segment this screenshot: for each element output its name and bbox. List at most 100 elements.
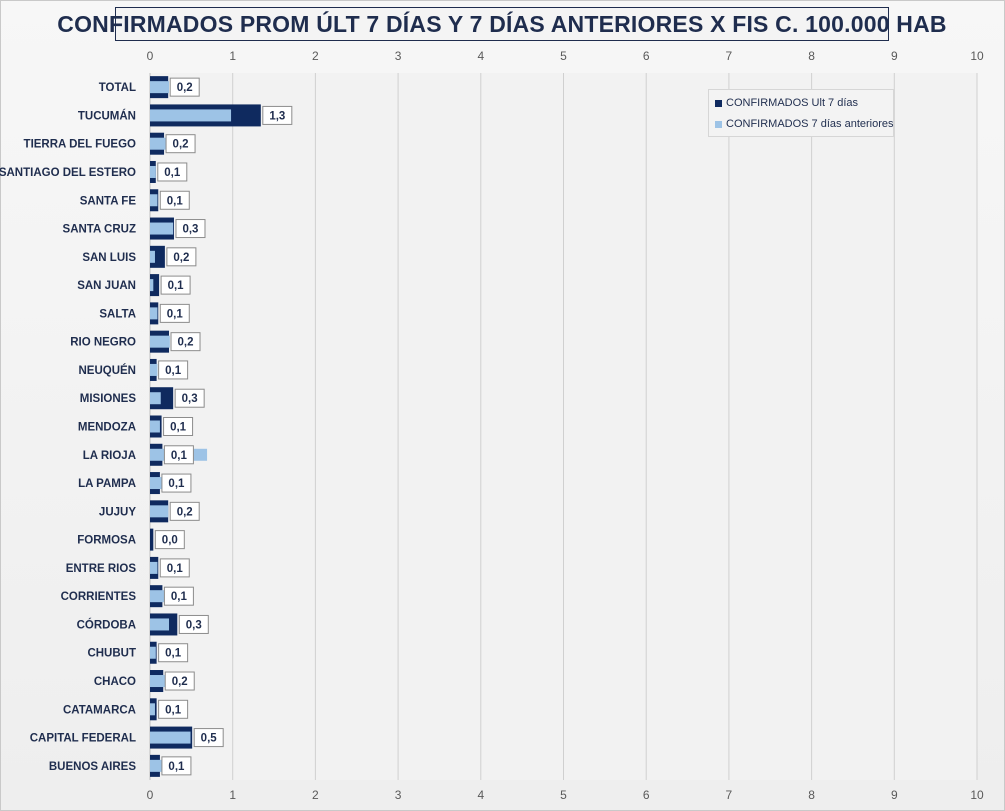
x-tick-label-bottom: 3: [395, 788, 402, 802]
bar-previous: [150, 335, 170, 348]
category-label: LA RIOJA: [83, 450, 136, 462]
data-label: 0,1: [168, 478, 185, 490]
chart-legend: CONFIRMADOS Ult 7 días CONFIRMADOS 7 día…: [708, 89, 894, 137]
bar-previous: [150, 137, 167, 150]
category-label: MENDOZA: [78, 422, 136, 434]
x-tick-label-bottom: 5: [560, 788, 567, 802]
legend-swatch-previous: [715, 120, 722, 128]
data-label-box: [160, 275, 191, 295]
data-label-box: [175, 219, 206, 239]
category-label: SANTA CRUZ: [63, 224, 136, 236]
data-label-box: [161, 473, 192, 493]
bar-previous: [150, 81, 170, 94]
bar-previous: [150, 222, 174, 235]
category-label: SANTA FE: [80, 195, 137, 207]
data-label-box: [154, 530, 185, 550]
x-tick-label-bottom: 7: [726, 788, 733, 802]
category-label: SANTIAGO DEL ESTERO: [0, 167, 136, 179]
category-label: CAPITAL FEDERAL: [30, 733, 136, 745]
legend-label-current: CONFIRMADOS Ult 7 días: [726, 97, 859, 109]
category-label: ENTRE RIOS: [66, 563, 137, 575]
data-label: 0,1: [167, 308, 184, 320]
bar-previous: [150, 392, 161, 405]
bar-previous: [150, 420, 160, 433]
data-label-box: [157, 162, 188, 182]
data-label-box: [158, 360, 189, 380]
data-label: 0,2: [177, 82, 193, 94]
data-label: 0,1: [168, 761, 185, 773]
data-label: 0,1: [165, 704, 182, 716]
x-tick-label-bottom: 4: [477, 788, 484, 802]
bar-previous: [150, 307, 158, 320]
category-label: TOTAL: [99, 82, 136, 94]
category-label: TIERRA DEL FUEGO: [24, 139, 137, 151]
bar-previous: [150, 279, 154, 292]
data-label: 0,1: [171, 591, 188, 603]
data-label-box: [158, 699, 189, 719]
bar-previous: [150, 194, 158, 207]
data-label: 0,2: [172, 676, 188, 688]
data-label-box: [159, 558, 190, 578]
x-tick-label-top: 1: [229, 49, 236, 63]
x-tick-label-top: 8: [808, 49, 815, 63]
data-label-box: [193, 728, 224, 748]
x-tick-label-bottom: 6: [643, 788, 650, 802]
bar-previous: [150, 505, 169, 518]
data-label-box: [159, 303, 190, 323]
data-label: 0,1: [164, 167, 181, 179]
category-label: CHACO: [94, 676, 136, 688]
x-tick-label-top: 3: [395, 49, 402, 63]
x-tick-label-bottom: 2: [312, 788, 319, 802]
category-label: LA PAMPA: [78, 478, 136, 490]
bar-current: [150, 528, 154, 551]
data-label-box: [161, 756, 192, 776]
data-label: 0,1: [165, 365, 182, 377]
data-label-box: [163, 445, 194, 465]
data-label-box: [163, 586, 194, 606]
data-label: 0,1: [167, 563, 184, 575]
x-tick-label-top: 6: [643, 49, 650, 63]
data-label: 0,3: [182, 224, 198, 236]
data-label-box: [169, 501, 200, 521]
bar-previous: [150, 363, 158, 376]
bar-previous: [150, 646, 156, 659]
x-tick-label-top: 5: [560, 49, 567, 63]
data-label-box: [158, 643, 189, 663]
bar-previous: [150, 561, 158, 574]
category-label: BUENOS AIRES: [49, 761, 136, 773]
legend-swatch-current: [715, 99, 722, 107]
category-label: TUCUMÁN: [78, 109, 136, 122]
category-label: SAN LUIS: [82, 252, 136, 264]
data-label-box: [174, 388, 205, 408]
x-tick-label-top: 9: [891, 49, 898, 63]
data-label: 0,5: [201, 733, 218, 745]
bar-previous: [150, 477, 163, 490]
data-label: 0,2: [173, 139, 189, 151]
data-label-box: [178, 614, 209, 634]
x-tick-label-top: 2: [312, 49, 319, 63]
category-label: JUJUY: [99, 506, 136, 518]
data-label: 0,1: [165, 648, 182, 660]
bar-previous: [150, 675, 166, 688]
data-label-box: [262, 105, 293, 125]
category-label: RIO NEGRO: [70, 337, 136, 349]
x-tick-label-bottom: 8: [808, 788, 815, 802]
bar-previous: [150, 250, 155, 263]
data-label-box: [165, 134, 196, 154]
x-tick-label-bottom: 0: [147, 788, 154, 802]
bar-previous: [150, 590, 165, 603]
data-label: 0,0: [162, 535, 178, 547]
data-label: 0,1: [171, 450, 188, 462]
data-label: 0,1: [170, 422, 187, 434]
bar-current: [150, 274, 160, 297]
x-tick-label-bottom: 10: [970, 788, 984, 802]
data-label: 0,2: [178, 337, 194, 349]
category-label: SAN JUAN: [77, 280, 136, 292]
data-label-box: [166, 247, 197, 267]
category-label: NEUQUÉN: [78, 364, 136, 377]
category-label: SALTA: [99, 308, 136, 320]
legend-item-current: CONFIRMADOS Ult 7 días: [715, 97, 858, 109]
bar-previous: [150, 618, 170, 631]
category-label: CÓRDOBA: [77, 618, 136, 631]
